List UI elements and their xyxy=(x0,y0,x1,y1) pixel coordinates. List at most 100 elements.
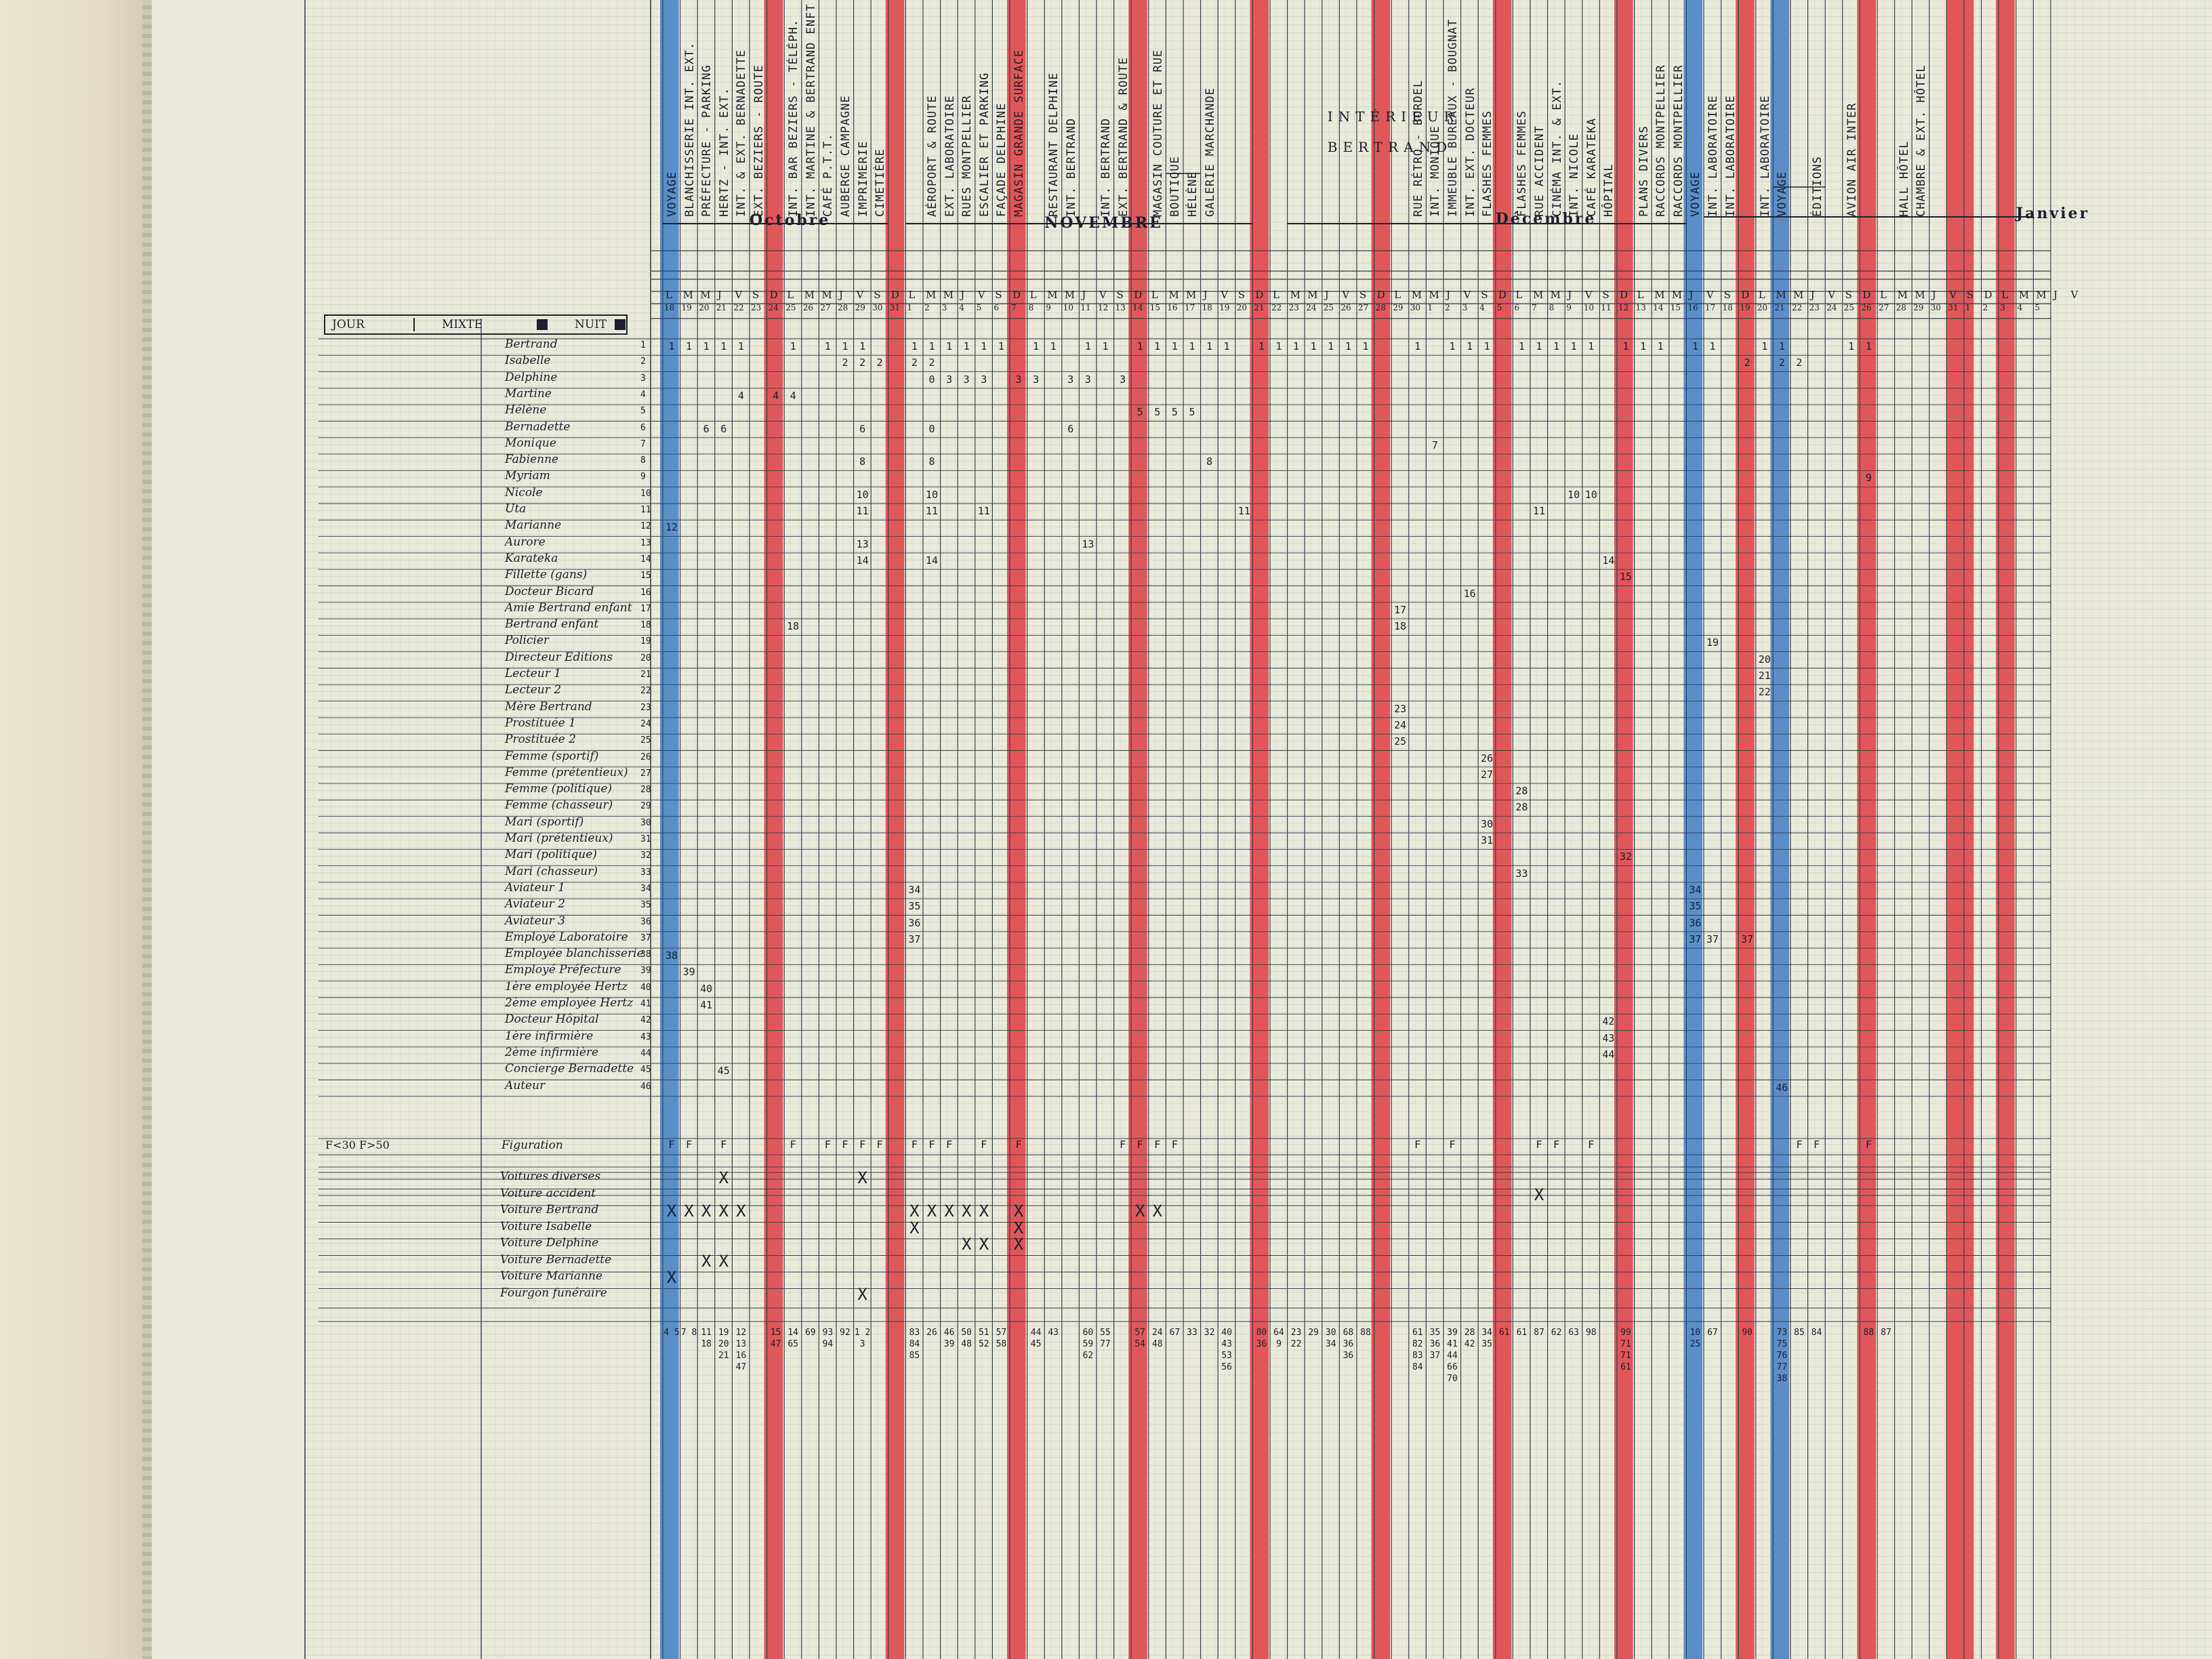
day-letter: S xyxy=(1845,289,1853,301)
day-number: 25 xyxy=(1843,303,1855,312)
cast-cell: 14 xyxy=(856,554,869,567)
day-letter: V xyxy=(1584,289,1593,301)
scene-list: 67 xyxy=(1707,1328,1718,1338)
cast-cell: 1 xyxy=(1449,340,1456,352)
day-letter: S xyxy=(1723,289,1731,301)
cast-cell: 33 xyxy=(1515,867,1528,880)
vehicle-name: Voiture Bernadette xyxy=(500,1252,612,1267)
cast-cell: 18 xyxy=(1394,620,1407,633)
vehicle-mark: X xyxy=(736,1202,746,1221)
scene-list: 62 xyxy=(1551,1328,1562,1338)
interieur-label: BERTRAND xyxy=(1327,139,1453,155)
cast-cell: 9 xyxy=(1865,472,1872,485)
day-letter: J xyxy=(1446,289,1451,301)
cast-cell: 23 xyxy=(1394,702,1407,715)
scene-list: 99 71 71 61 xyxy=(1620,1328,1631,1372)
cast-cell: 43 xyxy=(1602,1031,1615,1044)
day-letter: M xyxy=(1411,289,1422,301)
location-label: VOYAGE xyxy=(1776,171,1790,217)
cast-cell: 3 xyxy=(946,373,953,386)
cast-cell: 2 xyxy=(928,356,935,369)
figuration-mark: F xyxy=(1814,1139,1820,1151)
role-number: 40 xyxy=(640,982,651,993)
role-name: Isabelle xyxy=(505,354,551,368)
day-number: 29 xyxy=(1913,303,1924,312)
scene-list: 57 58 xyxy=(996,1328,1007,1349)
cast-cell: 5 xyxy=(1171,406,1178,419)
cast-cell: 1 xyxy=(1206,340,1213,352)
cast-cell: 3 xyxy=(1084,373,1091,386)
day-letter: L xyxy=(2001,289,2009,301)
legend-nuit: NUIT xyxy=(575,318,607,331)
role-name: Monique xyxy=(505,436,556,450)
day-number: 7 xyxy=(1532,303,1537,312)
scene-list: 80 36 xyxy=(1256,1328,1267,1349)
scene-list: 14 65 xyxy=(787,1328,799,1349)
location-label: BOUTIQUE xyxy=(1168,156,1183,217)
cast-cell: 20 xyxy=(1758,653,1771,665)
role-number: 32 xyxy=(640,851,651,861)
role-number: 26 xyxy=(640,752,651,762)
scene-list: 85 xyxy=(1794,1328,1805,1338)
day-letter: J xyxy=(839,289,844,301)
day-number: 5 xyxy=(1496,303,1502,312)
figuration-mark: F xyxy=(1015,1139,1022,1151)
location-label: INT. BERTRAND xyxy=(1099,117,1113,217)
scene-list: 44 45 xyxy=(1030,1328,1042,1349)
cast-cell: 27 xyxy=(1481,768,1494,781)
cast-cell: 11 xyxy=(1532,505,1546,517)
day-number: 3 xyxy=(941,303,947,312)
role-number: 12 xyxy=(640,521,651,532)
day-letter: M xyxy=(1186,289,1197,301)
vehicle-mark: X xyxy=(1013,1235,1024,1254)
cast-cell: 1 xyxy=(1692,340,1698,352)
role-number: 15 xyxy=(640,571,651,581)
role-number: 23 xyxy=(640,702,651,713)
vehicle-mark: X xyxy=(857,1284,867,1304)
figuration-mark: F xyxy=(720,1139,727,1151)
role-number: 16 xyxy=(640,587,651,598)
day-letter: J xyxy=(1082,289,1086,301)
role-number: 9 xyxy=(640,472,646,483)
location-label: BLANCHISSERIE INT. EXT. xyxy=(682,41,697,217)
figuration-mark: F xyxy=(1120,1139,1126,1151)
role-name: Mari (politique) xyxy=(505,848,597,862)
role-number: 25 xyxy=(640,735,651,746)
location-label: INT. MARTINE & BERTRAND ENFt xyxy=(804,3,818,217)
day-letter: S xyxy=(1237,289,1246,301)
cast-cell: 1 xyxy=(1310,340,1317,352)
day-letter: M xyxy=(1550,289,1561,301)
cast-cell: 2 xyxy=(842,356,848,369)
vehicle-mark: X xyxy=(684,1202,694,1221)
cast-cell: 1 xyxy=(1345,340,1351,352)
cast-cell: 31 xyxy=(1481,834,1494,846)
location-label: AUBERGE CAMPAGNE xyxy=(839,95,853,217)
cast-cell: 1 xyxy=(1258,340,1265,352)
role-name: Mari (chasseur) xyxy=(505,864,598,878)
scene-list: 61 82 83 84 xyxy=(1412,1328,1423,1372)
holiday-stripe xyxy=(1946,0,1974,1659)
vehicle-mark: X xyxy=(944,1202,954,1221)
scene-list: 88 xyxy=(1360,1328,1371,1338)
sunday-stripe xyxy=(1996,0,2015,1659)
day-letter: L xyxy=(1880,289,1887,301)
day-letter: D xyxy=(890,289,899,301)
scene-list: 30 34 xyxy=(1325,1328,1336,1349)
cast-cell: 1 xyxy=(911,340,918,352)
sheet-edge xyxy=(142,0,152,1659)
role-name: Nicole xyxy=(505,485,543,499)
day-number: 30 xyxy=(872,303,883,312)
location-label: CAFÉ KARATEKA xyxy=(1584,117,1599,217)
cast-cell: 25 xyxy=(1394,735,1407,748)
month-label: Décembre xyxy=(1495,210,1597,228)
day-number: 21 xyxy=(1254,303,1265,312)
role-name: Hélène xyxy=(505,403,547,417)
day-number: 26 xyxy=(1861,303,1872,312)
day-letter: M xyxy=(700,289,711,301)
role-name: Lecteur 2 xyxy=(505,683,562,697)
day-number: 3 xyxy=(2000,303,2005,312)
day-letter: M xyxy=(1047,289,1058,301)
day-letter: L xyxy=(908,289,916,301)
scene-list: 55 77 xyxy=(1100,1328,1111,1349)
day-number: 8 xyxy=(1028,303,1034,312)
